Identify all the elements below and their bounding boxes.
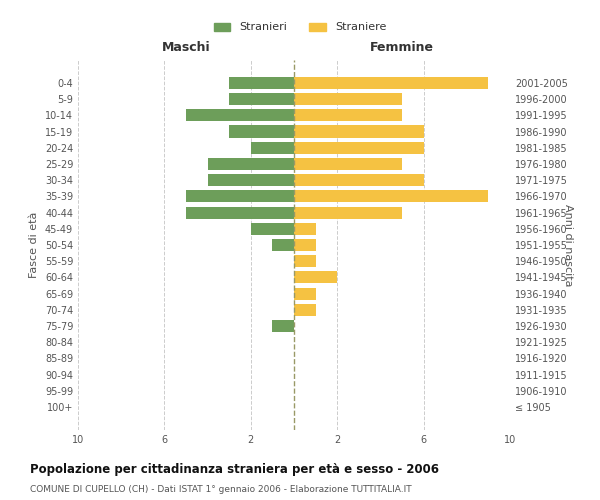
Bar [186, 190, 294, 202]
Bar [294, 222, 316, 235]
Bar [272, 239, 294, 251]
Bar [229, 93, 294, 105]
Bar [294, 77, 488, 89]
Bar [294, 174, 424, 186]
Text: Maschi: Maschi [161, 40, 211, 54]
Text: Popolazione per cittadinanza straniera per età e sesso - 2006: Popolazione per cittadinanza straniera p… [30, 462, 439, 475]
Bar [294, 206, 402, 218]
Bar [251, 222, 294, 235]
Bar [294, 239, 316, 251]
Bar [294, 109, 402, 122]
Bar [251, 142, 294, 154]
Bar [294, 190, 488, 202]
Bar [208, 174, 294, 186]
Bar [294, 142, 424, 154]
Bar [294, 288, 316, 300]
Bar [229, 126, 294, 138]
Text: Femmine: Femmine [370, 40, 434, 54]
Bar [208, 158, 294, 170]
Bar [294, 126, 424, 138]
Bar [294, 272, 337, 283]
Bar [294, 255, 316, 268]
Bar [294, 158, 402, 170]
Bar [186, 109, 294, 122]
Bar [294, 93, 402, 105]
Bar [272, 320, 294, 332]
Bar [186, 206, 294, 218]
Bar [229, 77, 294, 89]
Bar [294, 304, 316, 316]
Legend: Stranieri, Straniere: Stranieri, Straniere [209, 18, 391, 37]
Text: COMUNE DI CUPELLO (CH) - Dati ISTAT 1° gennaio 2006 - Elaborazione TUTTITALIA.IT: COMUNE DI CUPELLO (CH) - Dati ISTAT 1° g… [30, 485, 412, 494]
Y-axis label: Fasce di età: Fasce di età [29, 212, 39, 278]
Y-axis label: Anni di nascita: Anni di nascita [563, 204, 573, 286]
